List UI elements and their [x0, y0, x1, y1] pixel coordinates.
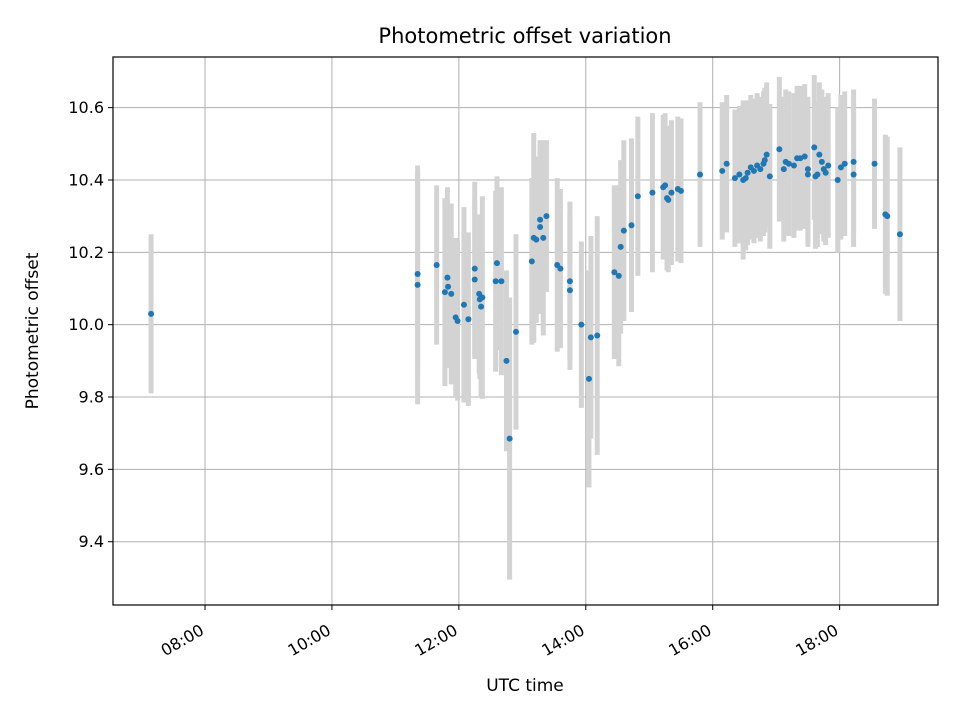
data-point — [540, 234, 547, 241]
data-point — [478, 303, 485, 310]
data-point — [742, 175, 749, 182]
data-point — [454, 318, 461, 325]
data-point — [818, 158, 825, 165]
data-point — [841, 160, 848, 167]
data-point — [479, 294, 486, 301]
data-point — [414, 271, 421, 278]
data-point — [804, 166, 811, 173]
data-point — [628, 222, 635, 229]
data-point — [503, 357, 510, 364]
y-axis-label: Photometric offset — [23, 252, 43, 409]
data-point — [649, 189, 656, 196]
data-point — [448, 290, 455, 297]
data-point — [814, 171, 821, 178]
data-point — [465, 316, 472, 323]
data-point — [492, 278, 499, 285]
data-point — [750, 167, 757, 174]
data-point — [811, 144, 818, 151]
y-tick-label: 10.0 — [68, 315, 104, 334]
data-point — [566, 287, 573, 294]
data-point — [611, 269, 618, 276]
data-point — [543, 213, 550, 220]
data-point — [723, 160, 730, 167]
data-point — [790, 162, 797, 169]
data-point — [557, 265, 564, 272]
data-point — [834, 176, 841, 183]
data-point — [677, 187, 684, 194]
data-point — [471, 265, 478, 272]
data-point — [528, 258, 535, 265]
plot-frame — [112, 56, 939, 606]
data-point — [506, 435, 513, 442]
data-point — [731, 175, 738, 182]
y-tick-label: 10.2 — [68, 243, 104, 262]
data-point — [471, 276, 478, 283]
data-point — [776, 146, 783, 153]
data-point — [761, 157, 768, 164]
data-point — [662, 182, 669, 189]
data-point — [665, 196, 672, 203]
chart-title: Photometric offset variation — [378, 24, 671, 48]
data-point — [785, 160, 792, 167]
data-points — [148, 144, 903, 442]
data-point — [757, 166, 764, 173]
data-point — [537, 216, 544, 223]
data-point — [578, 321, 585, 328]
data-point — [587, 334, 594, 341]
data-point — [871, 160, 878, 167]
data-point — [414, 281, 421, 288]
y-tick-label: 9.8 — [79, 388, 104, 407]
data-point — [804, 171, 811, 178]
data-point — [816, 151, 823, 158]
data-point — [825, 162, 832, 169]
y-tick-label: 10.6 — [68, 98, 104, 117]
data-point — [594, 332, 601, 339]
data-point — [668, 189, 675, 196]
data-point — [460, 301, 467, 308]
data-point — [719, 167, 726, 174]
data-point — [736, 171, 743, 178]
data-point — [697, 171, 704, 178]
data-point — [801, 153, 808, 160]
data-point — [445, 283, 452, 290]
data-point — [493, 260, 500, 267]
data-point — [148, 310, 155, 317]
data-point — [444, 274, 451, 281]
data-point — [837, 164, 844, 171]
data-point — [763, 151, 770, 158]
data-point — [634, 193, 641, 200]
y-tick-label: 9.4 — [79, 532, 104, 551]
data-point — [822, 169, 829, 176]
data-point — [441, 289, 448, 296]
y-tick-label: 10.4 — [68, 170, 104, 189]
data-point — [537, 224, 544, 231]
data-point — [585, 375, 592, 382]
data-point — [533, 236, 540, 243]
y-tick-label: 9.6 — [79, 460, 104, 479]
data-point — [512, 328, 519, 335]
data-point — [884, 213, 891, 220]
x-axis-label: UTC time — [486, 676, 564, 696]
data-point — [744, 169, 751, 176]
data-point — [896, 231, 903, 238]
data-point — [566, 278, 573, 285]
data-point — [850, 171, 857, 178]
data-point — [780, 166, 787, 173]
data-point — [850, 158, 857, 165]
data-point — [617, 243, 624, 250]
data-point — [498, 278, 505, 285]
data-point — [433, 261, 440, 268]
data-point — [620, 227, 627, 234]
data-point — [615, 272, 622, 279]
data-point — [766, 173, 773, 180]
y-axis-ticks: 9.4 9.6 9.8 10.0 10.2 10.4 10.6 — [68, 98, 113, 551]
